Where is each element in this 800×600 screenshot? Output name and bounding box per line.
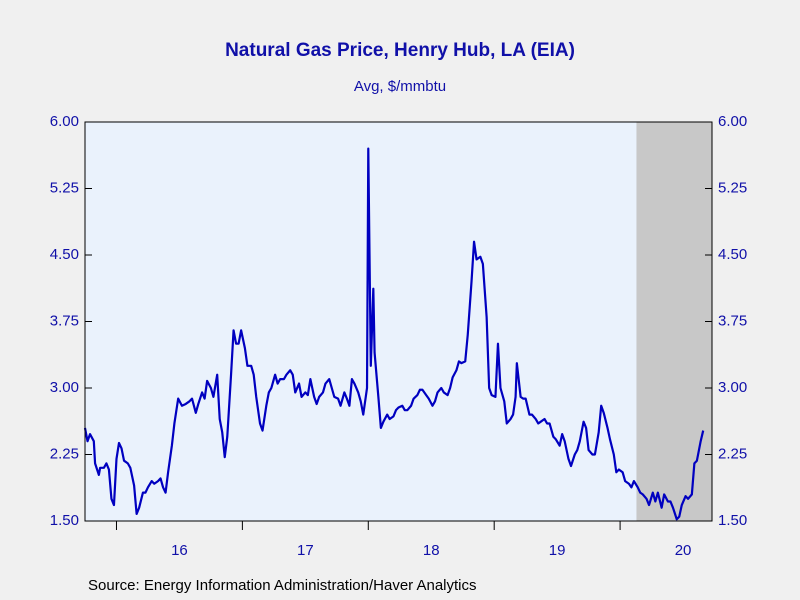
y-tick-label: 3.00 (50, 379, 79, 396)
plot-area (85, 122, 712, 521)
y2-tick-label: 3.75 (718, 312, 747, 329)
source-note: Source: Energy Information Administratio… (88, 577, 477, 594)
x-tick-label: 16 (171, 542, 188, 559)
y2-tick-label: 4.50 (718, 246, 747, 263)
chart-title: Natural Gas Price, Henry Hub, LA (EIA) (225, 40, 575, 61)
y-tick-label: 5.25 (50, 179, 79, 196)
y2-tick-label: 2.25 (718, 445, 747, 462)
data-line (83, 147, 705, 521)
y2-tick-label: 6.00 (718, 113, 747, 130)
x-tick-label: 20 (675, 542, 692, 559)
y-tick-label: 4.50 (50, 246, 79, 263)
y-tick-label: 6.00 (50, 113, 79, 130)
x-tick-label: 19 (549, 542, 566, 559)
x-tick-label: 18 (423, 542, 440, 559)
y-tick-label: 3.75 (50, 312, 79, 329)
y-tick-label: 1.50 (50, 512, 79, 529)
shaded-period (636, 122, 712, 521)
chart-subtitle: Avg, $/mmbtu (354, 78, 446, 95)
x-tick-label: 17 (297, 542, 314, 559)
y2-tick-label: 1.50 (718, 512, 747, 529)
y-tick-label: 2.25 (50, 445, 79, 462)
y2-tick-label: 3.00 (718, 379, 747, 396)
y2-tick-label: 5.25 (718, 179, 747, 196)
plot-frame (84, 121, 713, 522)
